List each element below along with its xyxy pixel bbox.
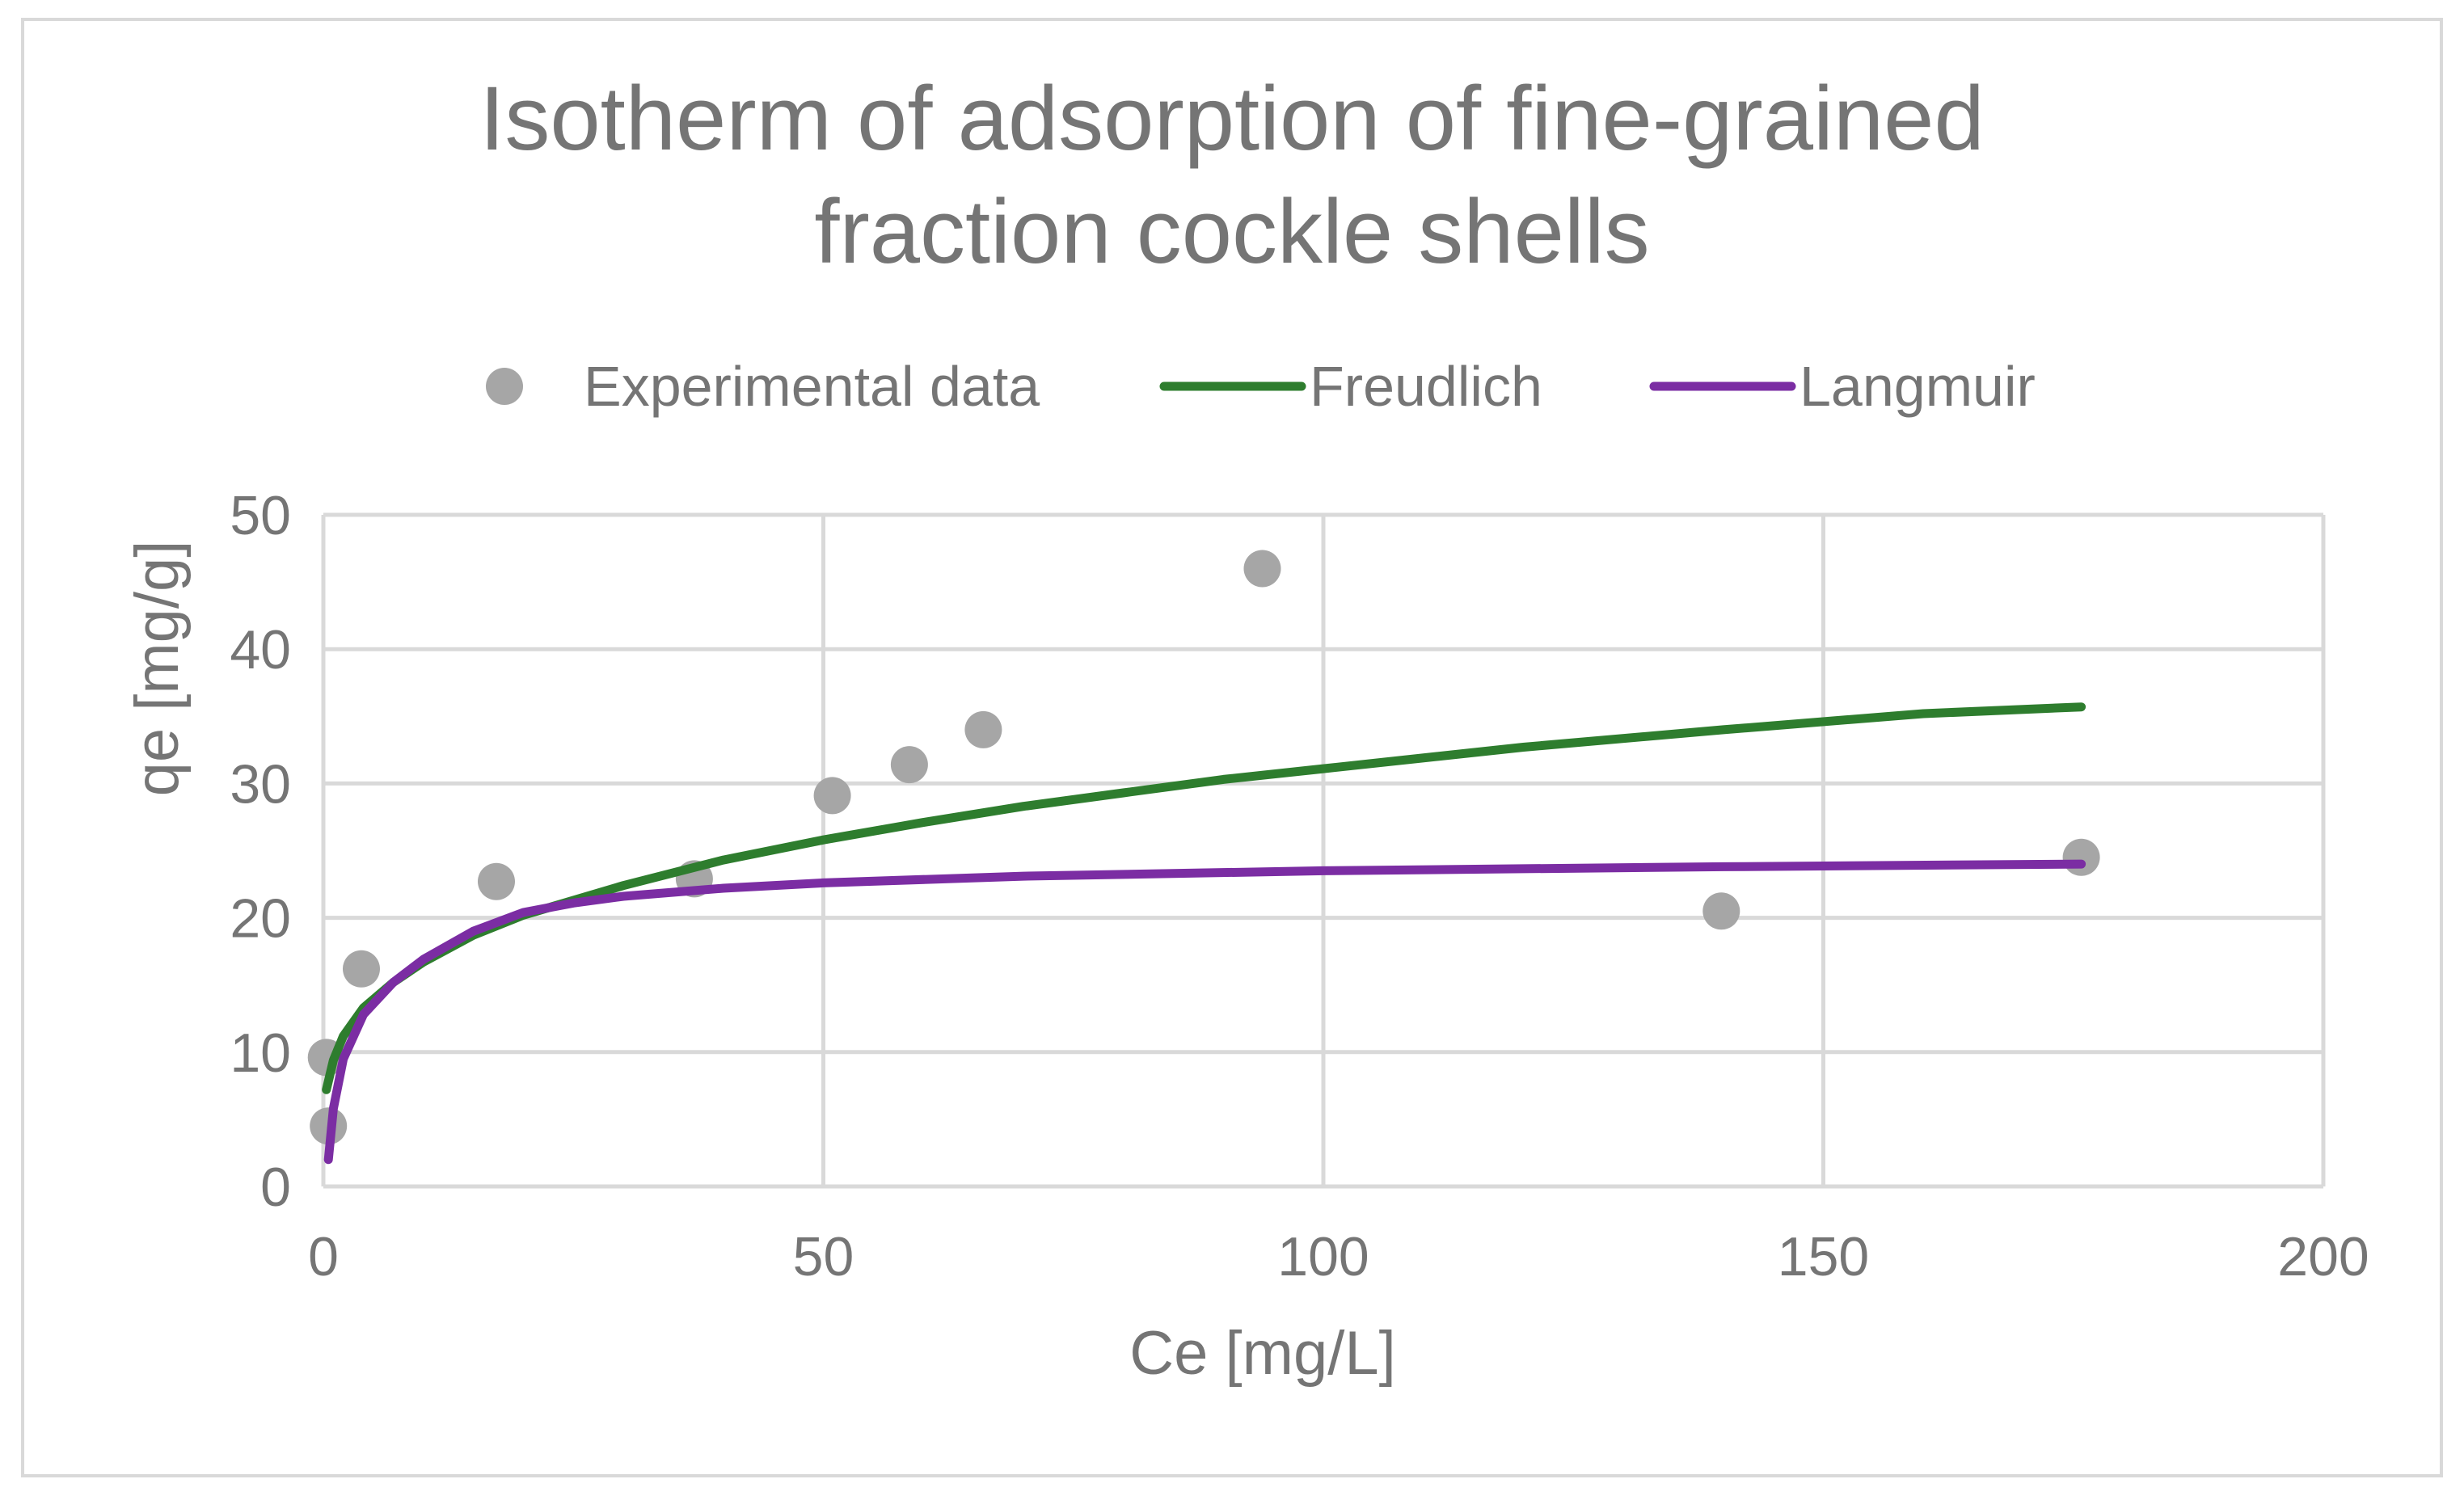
y-tick-label: 10 [230, 1022, 291, 1084]
data-point-experimental-data [478, 862, 515, 900]
y-tick-label: 50 [230, 485, 291, 546]
chart-title: Isotherm of adsorption of fine-grained f… [479, 68, 1985, 282]
series-line-langmuir [323, 859, 2086, 1165]
x-tick-label: 150 [1778, 1226, 1869, 1287]
y-axis-title: qe [mg/g] [123, 541, 192, 797]
chart-title-line-2: fraction cockle shells [814, 181, 1649, 282]
y-tick-label: 0 [260, 1157, 291, 1218]
data-point-experimental-data [890, 746, 928, 784]
x-tick-label: 50 [793, 1226, 854, 1287]
y-tick-label: 20 [230, 888, 291, 950]
data-point-experimental-data [1243, 550, 1281, 588]
chart-title-line-1: Isotherm of adsorption of fine-grained [479, 68, 1985, 169]
data-point-experimental-data [964, 710, 1002, 748]
x-tick-label: 200 [2277, 1226, 2369, 1287]
series-markers [307, 550, 2100, 1145]
legend-marker-experimental-data [486, 368, 523, 405]
x-tick-label: 100 [1277, 1226, 1369, 1287]
legend: Experimental data Freudlich Langmuir [486, 355, 2036, 418]
x-axis-title: Ce [mg/L] [1129, 1319, 1395, 1388]
data-point-experimental-data [813, 777, 851, 815]
plot-grid [321, 512, 2326, 1189]
data-point-experimental-data [1702, 892, 1740, 930]
legend-label-experimental-data: Experimental data [584, 355, 1040, 418]
legend-label-langmuir: Langmuir [1799, 355, 2036, 418]
legend-item-experimental-data: Experimental data [486, 355, 1040, 418]
x-axis-ticks: 0 50 100 150 200 [308, 1226, 2369, 1287]
x-tick-label: 0 [308, 1226, 339, 1287]
y-axis-ticks: 0 10 20 30 40 50 [230, 485, 291, 1218]
series-lines [322, 702, 2086, 1165]
y-tick-label: 40 [230, 619, 291, 681]
chart-frame [21, 18, 2443, 1477]
legend-label-freudlich: Freudlich [1310, 355, 1542, 418]
legend-item-langmuir: Langmuir [1649, 355, 2036, 418]
data-point-experimental-data [2062, 838, 2100, 876]
legend-item-freudlich: Freudlich [1159, 355, 1542, 418]
data-point-experimental-data [343, 950, 380, 988]
y-tick-label: 30 [230, 753, 291, 815]
